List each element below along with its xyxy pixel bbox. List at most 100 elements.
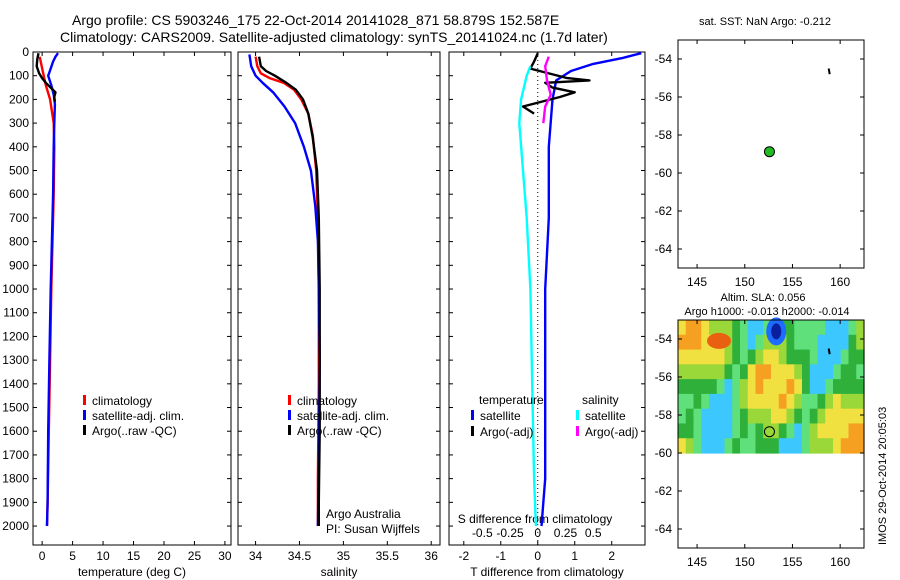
series-line-s-satellite: [518, 65, 538, 527]
sla-cell: [740, 408, 749, 425]
sla-cell: [763, 393, 772, 410]
sla-cell: [693, 379, 702, 395]
sla-cell: [825, 438, 834, 454]
sla-cell: [771, 423, 780, 439]
sla-cell: [825, 408, 834, 425]
legend-title-temperature: temperature: [479, 393, 544, 407]
depth-tick-label: 1500: [2, 401, 29, 415]
sla-cell: [747, 438, 757, 454]
sla-cell: [724, 379, 733, 395]
legend-swatch: [576, 426, 579, 436]
sla-cell: [848, 438, 857, 454]
x-tick-label: -2: [458, 549, 469, 563]
sla-cell: [732, 408, 741, 425]
top-tick-label: 0.5: [585, 526, 602, 540]
sst-map-panel: sat. SST: NaN Argo: -0.212 -54 -56 -58 -60 -6…: [655, 16, 865, 289]
sla-cell: [778, 334, 788, 351]
map-y-tick-label: -60: [655, 166, 673, 180]
sla-cell: [732, 438, 741, 454]
series-line-s-argo-adj-: [542, 56, 552, 124]
sla-cell: [848, 408, 857, 425]
sla-cell: [678, 408, 687, 425]
sla-cell: [778, 393, 788, 410]
sla-cell: [840, 423, 850, 439]
sla-cell: [732, 320, 741, 336]
sla-cell: [724, 349, 733, 365]
sla-cell: [786, 423, 795, 439]
sla-cell: [817, 349, 826, 365]
top-tick-label: 0.25: [554, 526, 578, 540]
sla-cell: [685, 393, 695, 410]
sla-cell: [716, 320, 726, 336]
sla-cell: [856, 423, 865, 439]
sla-cell: [794, 364, 803, 380]
sla-cell: [786, 364, 795, 380]
legend-swatch: [83, 410, 86, 420]
sla-cell: [771, 438, 780, 454]
map-y-tick-label: -54: [655, 52, 673, 66]
sla-cell: [740, 320, 749, 336]
sla-cell: [740, 393, 749, 410]
series-line-argo-raw-qc-: [257, 56, 321, 526]
sla-cell: [817, 320, 826, 336]
depth-tick-label: 1300: [2, 353, 29, 367]
map-frame: [677, 319, 865, 549]
sla-cell: [809, 438, 819, 454]
sla-cell: [716, 364, 726, 380]
depth-tick-label: 600: [9, 187, 29, 201]
sla-cell: [817, 379, 826, 395]
sla-cell: [817, 364, 826, 380]
sla-cell: [709, 364, 718, 380]
sla-cell: [778, 364, 788, 380]
sla-cell: [716, 438, 726, 454]
sla-cell: [825, 334, 834, 351]
depth-tick-label: 1000: [2, 282, 29, 296]
map-y-tick-label: -56: [655, 90, 673, 104]
depth-tick-label: 100: [9, 69, 29, 83]
top-tick-label: 0: [534, 526, 541, 540]
legend-label: Argo(-adj): [480, 425, 533, 439]
top-tick-label: -0.5: [472, 526, 493, 540]
sla-cell: [685, 438, 695, 454]
sla-cell: [778, 349, 788, 365]
map-y-tick-label: -62: [655, 484, 673, 498]
sla-cell: [802, 320, 811, 336]
sla-cell: [825, 320, 834, 336]
sla-cell: [693, 320, 702, 336]
series-line-argo-raw-qc-: [35, 52, 57, 102]
sla-cell: [848, 334, 857, 351]
sla-cell: [809, 423, 819, 439]
sla-cell: [747, 408, 757, 425]
title-line-2: Climatology: CARS2009. Satellite-adjuste…: [60, 29, 608, 45]
sla-cell: [848, 423, 857, 439]
sla-cell: [833, 423, 842, 439]
sla-cell: [755, 320, 764, 336]
sla-cell: [786, 438, 795, 454]
sla-cell: [724, 423, 733, 439]
sla-cell: [833, 320, 842, 336]
x-tick-label: 34: [249, 549, 263, 563]
sla-cell: [794, 393, 803, 410]
sla-cell: [732, 334, 741, 351]
sla-cell: [693, 349, 702, 365]
sla-cell: [833, 393, 842, 410]
sla-cell: [755, 349, 764, 365]
sla-cell: [809, 320, 819, 336]
sla-cell: [817, 408, 826, 425]
legend-label: climatology: [92, 394, 152, 408]
argo-position-marker: [763, 146, 775, 158]
sla-cell: [856, 438, 865, 454]
sla-eddy-high: [707, 332, 732, 349]
sla-cell: [763, 408, 772, 425]
sla-cell: [778, 379, 788, 395]
sla-cell: [794, 334, 803, 351]
sla-cell: [840, 334, 850, 351]
difference-panel: -2 -1 0 1 2 T difference from climatology -0.5…: [448, 51, 646, 579]
sla-cell: [802, 349, 811, 365]
annotation-text: PI: Susan Wijffels: [326, 522, 420, 536]
sla-cell: [802, 364, 811, 380]
sla-cell: [716, 393, 726, 410]
annotation-text: Argo Australia: [326, 507, 401, 521]
sla-cell: [786, 320, 795, 336]
sla-cell: [740, 364, 749, 380]
